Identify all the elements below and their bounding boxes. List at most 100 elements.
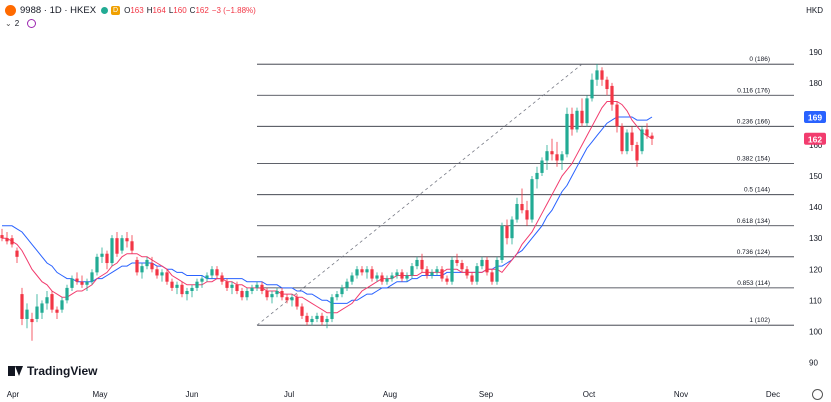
candle-body	[270, 294, 274, 298]
candle-body	[450, 259, 454, 282]
ohlc-high: H164	[147, 6, 166, 15]
symbol-logo-icon	[5, 4, 16, 16]
ohlc-close: C162	[190, 6, 209, 15]
tradingview-logo-icon	[8, 366, 23, 376]
ohlc-open: O163	[124, 6, 144, 15]
candle-body	[155, 269, 159, 276]
last-price-value: 162	[808, 134, 822, 144]
candle-body	[585, 98, 589, 124]
y-tick-label: 140	[809, 203, 823, 212]
candle-body	[10, 238, 14, 245]
candle-body	[150, 263, 154, 270]
last-price-labels: 169 162	[804, 111, 826, 145]
y-tick-label: 160	[809, 141, 823, 150]
ohlc-change: −3 (−1.88%)	[212, 6, 256, 15]
candle-body	[370, 269, 374, 279]
candle-body	[210, 269, 214, 276]
candle-body	[595, 70, 599, 80]
y-tick-label: 110	[809, 296, 822, 305]
ohlc-high-label: H	[146, 5, 153, 15]
last-price-tag	[804, 132, 826, 145]
candle-body	[180, 284, 184, 295]
time-axis[interactable]: Apr May Jun Jul Aug Sep Oct Nov Dec	[7, 390, 780, 399]
candle-body	[310, 318, 314, 323]
x-tick-label: Apr	[7, 390, 20, 399]
x-tick-label: Jun	[186, 390, 199, 399]
tradingview-logo[interactable]: TradingView	[8, 364, 97, 378]
candle-body	[200, 278, 204, 282]
candle-body	[535, 172, 539, 180]
candles	[0, 64, 654, 341]
fib-level-label: 0 (186)	[749, 56, 770, 63]
fib-level-label: 0.236 (166)	[737, 118, 770, 125]
ma-fast-group	[2, 101, 653, 314]
candle-body	[30, 318, 34, 323]
candle-body	[255, 284, 259, 288]
fib-level-label: 0.618 (134)	[737, 218, 770, 225]
indicator-count[interactable]: 2	[14, 19, 20, 28]
market-status-badge: D	[111, 5, 121, 15]
candle-body	[355, 269, 359, 276]
candle-body	[575, 110, 579, 130]
gear-icon[interactable]	[812, 389, 823, 400]
candle-body	[380, 275, 384, 282]
fib-level-label: 1 (102)	[749, 317, 770, 324]
candle-body	[15, 250, 19, 257]
market-open-dot-icon	[101, 6, 109, 14]
fibonacci-retracement[interactable]: 0 (186) 0.116 (176) 0.236 (166) 0.382 (154)…	[257, 56, 794, 326]
x-tick-label: Oct	[583, 390, 596, 399]
candle-body	[160, 272, 164, 276]
price-axis[interactable]: 90100110120130140150160170180190	[809, 48, 823, 368]
indicator-visibility-icon[interactable]	[27, 19, 37, 28]
candle-body	[580, 110, 584, 124]
candle-body	[0, 235, 4, 239]
candle-body	[505, 225, 509, 239]
candle-body	[25, 309, 29, 319]
candle-body	[205, 275, 209, 279]
ohlc-low-value: 160	[173, 5, 187, 15]
y-tick-label: 190	[809, 48, 823, 57]
candle-body	[410, 266, 414, 276]
candle-body	[50, 294, 54, 310]
x-tick-label: Dec	[766, 390, 780, 399]
candle-body	[265, 291, 269, 298]
symbol-title[interactable]: 9988 · 1D · HKEX	[20, 4, 97, 16]
candle-body	[225, 281, 229, 288]
x-tick-label: Sep	[479, 390, 494, 399]
fib-level-label: 0.736 (124)	[737, 249, 770, 256]
candle-body	[130, 241, 134, 251]
ohlc-change-value: −3 (−1.88%)	[211, 5, 256, 15]
candle-body	[110, 238, 114, 264]
candle-body	[190, 287, 194, 291]
candle-body	[620, 126, 624, 152]
x-tick-label: May	[92, 390, 107, 399]
y-tick-label: 120	[809, 265, 823, 274]
candle-body	[70, 278, 74, 288]
ohlc-low: L160	[169, 6, 187, 15]
candle-body	[330, 297, 334, 319]
currency-label[interactable]: HKD	[806, 6, 823, 15]
candle-body	[215, 269, 219, 276]
candle-body	[510, 219, 514, 239]
candle-body	[175, 284, 179, 288]
candle-body	[560, 154, 564, 161]
candle-body	[125, 238, 129, 242]
fib-level-label: 0.382 (154)	[737, 156, 770, 163]
candle-body	[630, 132, 634, 145]
candle-body	[340, 287, 344, 295]
candle-body	[185, 291, 189, 295]
ohlc-open-label: O	[124, 5, 131, 15]
candle-body	[440, 269, 444, 279]
candle-body	[230, 284, 234, 288]
candle-body	[120, 238, 124, 251]
candle-body	[485, 259, 489, 273]
candle-body	[320, 315, 324, 323]
x-tick-label: Nov	[674, 390, 688, 399]
candle-body	[555, 154, 559, 161]
chart-header: 9988 · 1D · HKEX D O163 H164 L160 C162 −…	[0, 0, 259, 20]
chevron-down-icon[interactable]: ⌄	[5, 19, 12, 28]
candle-body	[470, 275, 474, 282]
candle-body	[570, 113, 574, 130]
candle-body	[20, 294, 24, 319]
